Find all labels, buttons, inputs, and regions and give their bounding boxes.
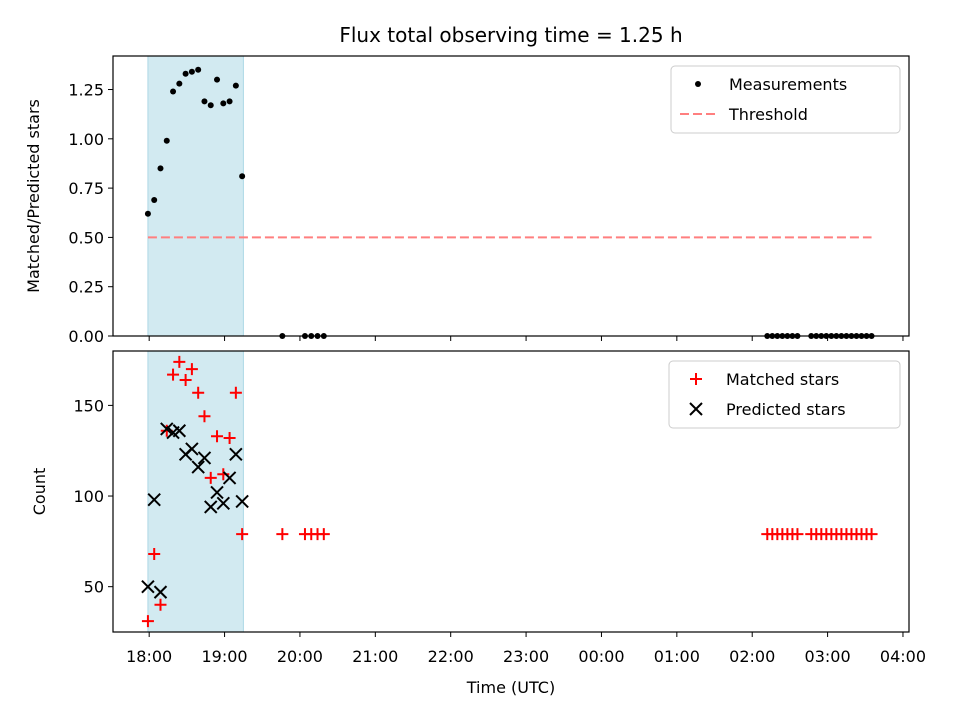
data-point: [201, 98, 208, 105]
data-point: [148, 548, 161, 561]
data-point: [160, 422, 174, 436]
legend-swatch: [690, 373, 702, 385]
x-tick-label: 19:00: [202, 647, 248, 666]
data-point: [236, 528, 249, 541]
data-point: [198, 410, 211, 423]
data-point: [176, 80, 183, 87]
data-point: [204, 471, 217, 484]
series-matched-stars: [141, 355, 878, 628]
legend-box: [670, 65, 901, 134]
y-tick-label: 0.00: [68, 327, 104, 346]
data-point: [144, 210, 151, 217]
y-tick-label: 1.25: [68, 81, 104, 100]
x-tick-label: 03:00: [805, 647, 851, 666]
data-point: [214, 76, 221, 83]
y-tick-label: 1.00: [68, 130, 104, 149]
data-point: [157, 165, 164, 172]
data-point: [317, 528, 330, 541]
data-point: [172, 424, 187, 438]
x-tick-label: 18:00: [126, 647, 172, 666]
legend: Matched stars Predicted stars: [668, 360, 901, 429]
data-point: [276, 528, 289, 541]
y-tick-label: 150: [73, 396, 104, 415]
data-point: [154, 598, 167, 611]
y-axis-label: Count: [30, 468, 49, 516]
shaded-interval: [147, 350, 244, 633]
x-tick-label: 00:00: [578, 647, 624, 666]
legend-label: Threshold: [728, 105, 808, 124]
data-point: [167, 368, 180, 381]
data-point: [229, 386, 242, 399]
data-point: [151, 196, 158, 203]
legend-label: Matched stars: [726, 370, 839, 389]
data-point: [191, 460, 205, 474]
shaded-interval: [147, 55, 244, 337]
data-point: [185, 363, 198, 376]
y-tick-label: 0.25: [68, 278, 104, 297]
data-point: [220, 100, 227, 107]
data-point: [232, 82, 239, 89]
data-point: [204, 500, 218, 514]
data-point: [235, 494, 249, 509]
legend-box: [668, 360, 901, 429]
data-point: [226, 98, 233, 105]
x-tick-label: 23:00: [503, 647, 549, 666]
data-point: [222, 471, 237, 485]
data-point: [141, 615, 154, 628]
data-point: [185, 442, 199, 456]
bottom-plot: 50 100 150 Count 18:00 19:00 20:00 21:00 22:00 23…: [30, 350, 926, 697]
data-point: [223, 432, 236, 445]
data-point: [170, 88, 177, 95]
legend-label: Predicted stars: [726, 400, 846, 419]
data-point: [195, 66, 202, 73]
y-tick-label: 50: [84, 578, 104, 597]
y-axis-label: Matched/Predicted stars: [24, 99, 43, 293]
data-point: [210, 485, 224, 500]
x-axis-label: Time (UTC): [466, 678, 555, 697]
data-point: [197, 451, 212, 465]
legend-swatch: [689, 402, 703, 416]
data-point: [211, 430, 224, 443]
data-point: [188, 68, 195, 75]
x-tick-label: 02:00: [729, 647, 775, 666]
x-tick-label: 01:00: [654, 647, 700, 666]
data-point: [147, 492, 161, 507]
data-point: [791, 528, 804, 541]
data-point: [182, 70, 189, 77]
plot-frame: [112, 350, 910, 633]
x-tick-label: 21:00: [352, 647, 398, 666]
plot-frame: [112, 55, 910, 337]
data-point: [153, 585, 168, 599]
data-point: [192, 386, 205, 399]
y-tick-label: 100: [73, 487, 104, 506]
top-plot: 0.00 0.25 0.50 0.75 1.00 1.25 Matched/Predicte…: [24, 55, 910, 346]
y-tick-label: 0.50: [68, 228, 104, 247]
data-point: [163, 137, 170, 144]
data-point: [229, 447, 243, 462]
data-point: [216, 496, 231, 510]
data-point: [179, 374, 192, 387]
legend-label: Measurements: [729, 75, 847, 94]
data-point: [141, 579, 155, 594]
data-point: [239, 173, 246, 180]
x-tick-label: 04:00: [880, 647, 926, 666]
y-tick-label: 0.75: [68, 179, 104, 198]
x-tick-label: 20:00: [277, 647, 323, 666]
legend: Measurements Threshold: [670, 65, 901, 134]
data-point: [865, 528, 878, 541]
data-point: [173, 355, 186, 368]
legend-swatch: [695, 81, 701, 87]
data-point: [207, 102, 214, 109]
x-tick-label: 22:00: [428, 647, 474, 666]
series-predicted-stars: [141, 422, 249, 599]
chart-title: Flux total observing time = 1.25 h: [339, 23, 682, 47]
